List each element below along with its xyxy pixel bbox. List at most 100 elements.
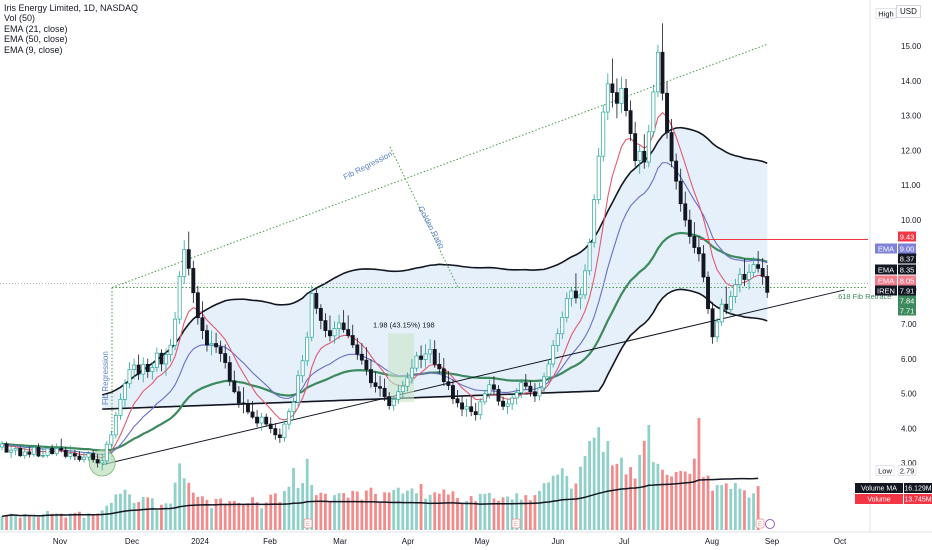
candle-body — [132, 364, 137, 370]
volume-bar — [633, 478, 637, 530]
volume-bar — [355, 491, 359, 530]
volume-bar — [305, 458, 309, 530]
volume-bar — [333, 495, 336, 530]
earnings-marker-letter: E — [758, 522, 762, 528]
volume-bar — [533, 495, 537, 530]
currency-badge[interactable]: USD — [896, 5, 921, 18]
candle-body — [291, 401, 296, 412]
volume-label-title: Volume MA — [861, 486, 897, 493]
candle-body — [569, 290, 574, 299]
candle-body — [355, 344, 360, 355]
candle-body — [728, 296, 733, 310]
volume-bar — [251, 497, 254, 530]
candle-body — [760, 268, 765, 277]
candle-body — [514, 392, 519, 399]
candle-body — [141, 363, 146, 375]
earnings-marker — [755, 518, 765, 529]
candle-body — [378, 386, 383, 389]
price-axis-label: High — [878, 10, 893, 19]
volume-bar — [483, 493, 487, 530]
candle-body — [309, 293, 314, 338]
candle-body — [473, 411, 478, 416]
candle-body — [696, 247, 701, 255]
candle-body — [350, 335, 355, 346]
price-axis-label: 2.79 — [900, 467, 915, 476]
indicator-ema21[interactable]: EMA (21, close) — [4, 23, 68, 34]
indicator-volume[interactable]: Vol (50) — [4, 13, 36, 24]
candle-body — [628, 110, 633, 134]
volume-bar — [592, 437, 596, 530]
x-tick-label: Apr — [402, 537, 415, 546]
volume-bar — [27, 516, 31, 530]
golden-ratio-line — [389, 146, 459, 288]
volume-label-value: 16.129M — [904, 486, 931, 493]
volume-bar — [629, 467, 632, 530]
candle-body — [341, 322, 346, 330]
volume-bar — [733, 483, 737, 530]
volume-bar — [146, 497, 150, 530]
volume-bar — [137, 501, 141, 530]
volume-bar — [410, 488, 414, 530]
candle-body — [337, 322, 342, 329]
volume-bar — [674, 471, 678, 530]
volume-bar — [260, 508, 264, 530]
volume-bar — [720, 485, 724, 530]
candle-body — [605, 83, 610, 113]
candle-body — [601, 111, 606, 157]
volume-bar — [178, 463, 182, 530]
price-axis-label: EMA — [878, 266, 894, 275]
volume-bar — [324, 493, 327, 530]
candle-body — [687, 219, 692, 237]
candle-body — [478, 401, 483, 416]
volume-bar — [647, 424, 651, 530]
volume-bar — [679, 470, 683, 530]
volume-bar — [638, 454, 642, 530]
candle-body — [264, 416, 269, 425]
candle-body — [592, 199, 597, 244]
candle-body — [405, 377, 410, 387]
candle-body — [218, 346, 223, 354]
price-axis-label-bg — [898, 253, 916, 264]
price-axis-label-bg — [898, 264, 916, 275]
indicator-ema9[interactable]: EMA (9, close) — [4, 44, 63, 55]
price-axis-label-bg — [875, 275, 897, 286]
volume-bar — [14, 515, 18, 530]
volume-bar — [310, 485, 314, 530]
volume-bar — [569, 488, 573, 530]
volume-bar — [82, 517, 86, 530]
candle-body — [756, 264, 761, 269]
candle-body — [587, 242, 592, 272]
indicator-ema50[interactable]: EMA (50, close) — [4, 34, 68, 45]
candle-body — [624, 88, 628, 111]
y-tick-label: 4.00 — [901, 424, 917, 433]
volume-bar — [424, 498, 428, 530]
volume-bar — [442, 489, 446, 530]
candle-body — [419, 355, 424, 360]
price-axis-label: 9.43 — [900, 233, 915, 242]
candle-body — [583, 270, 587, 296]
candle-body — [560, 317, 565, 335]
candle-body — [305, 336, 310, 362]
price-axis-label-bg — [898, 285, 916, 296]
candle-body — [255, 416, 260, 424]
volume-bar — [743, 490, 746, 530]
candle-body — [191, 268, 196, 294]
candle-body — [742, 273, 747, 280]
golden-ratio-label: Golden Ratio — [416, 205, 446, 251]
volume-bar — [756, 486, 760, 530]
volume-bar — [392, 490, 396, 530]
volume-bar — [747, 497, 751, 530]
volume-bar — [465, 501, 469, 530]
volume-bar — [515, 493, 519, 530]
price-axis-label-bg — [898, 243, 916, 254]
volume-bar — [278, 501, 282, 530]
volume-bar — [697, 418, 701, 530]
candle-body — [127, 369, 132, 385]
volume-bar — [624, 474, 628, 530]
candle-body — [619, 88, 624, 104]
volume-bar — [173, 482, 177, 530]
price-axis-label: EMA — [878, 245, 894, 254]
candle-body — [528, 385, 533, 393]
volume-bar — [87, 513, 90, 530]
